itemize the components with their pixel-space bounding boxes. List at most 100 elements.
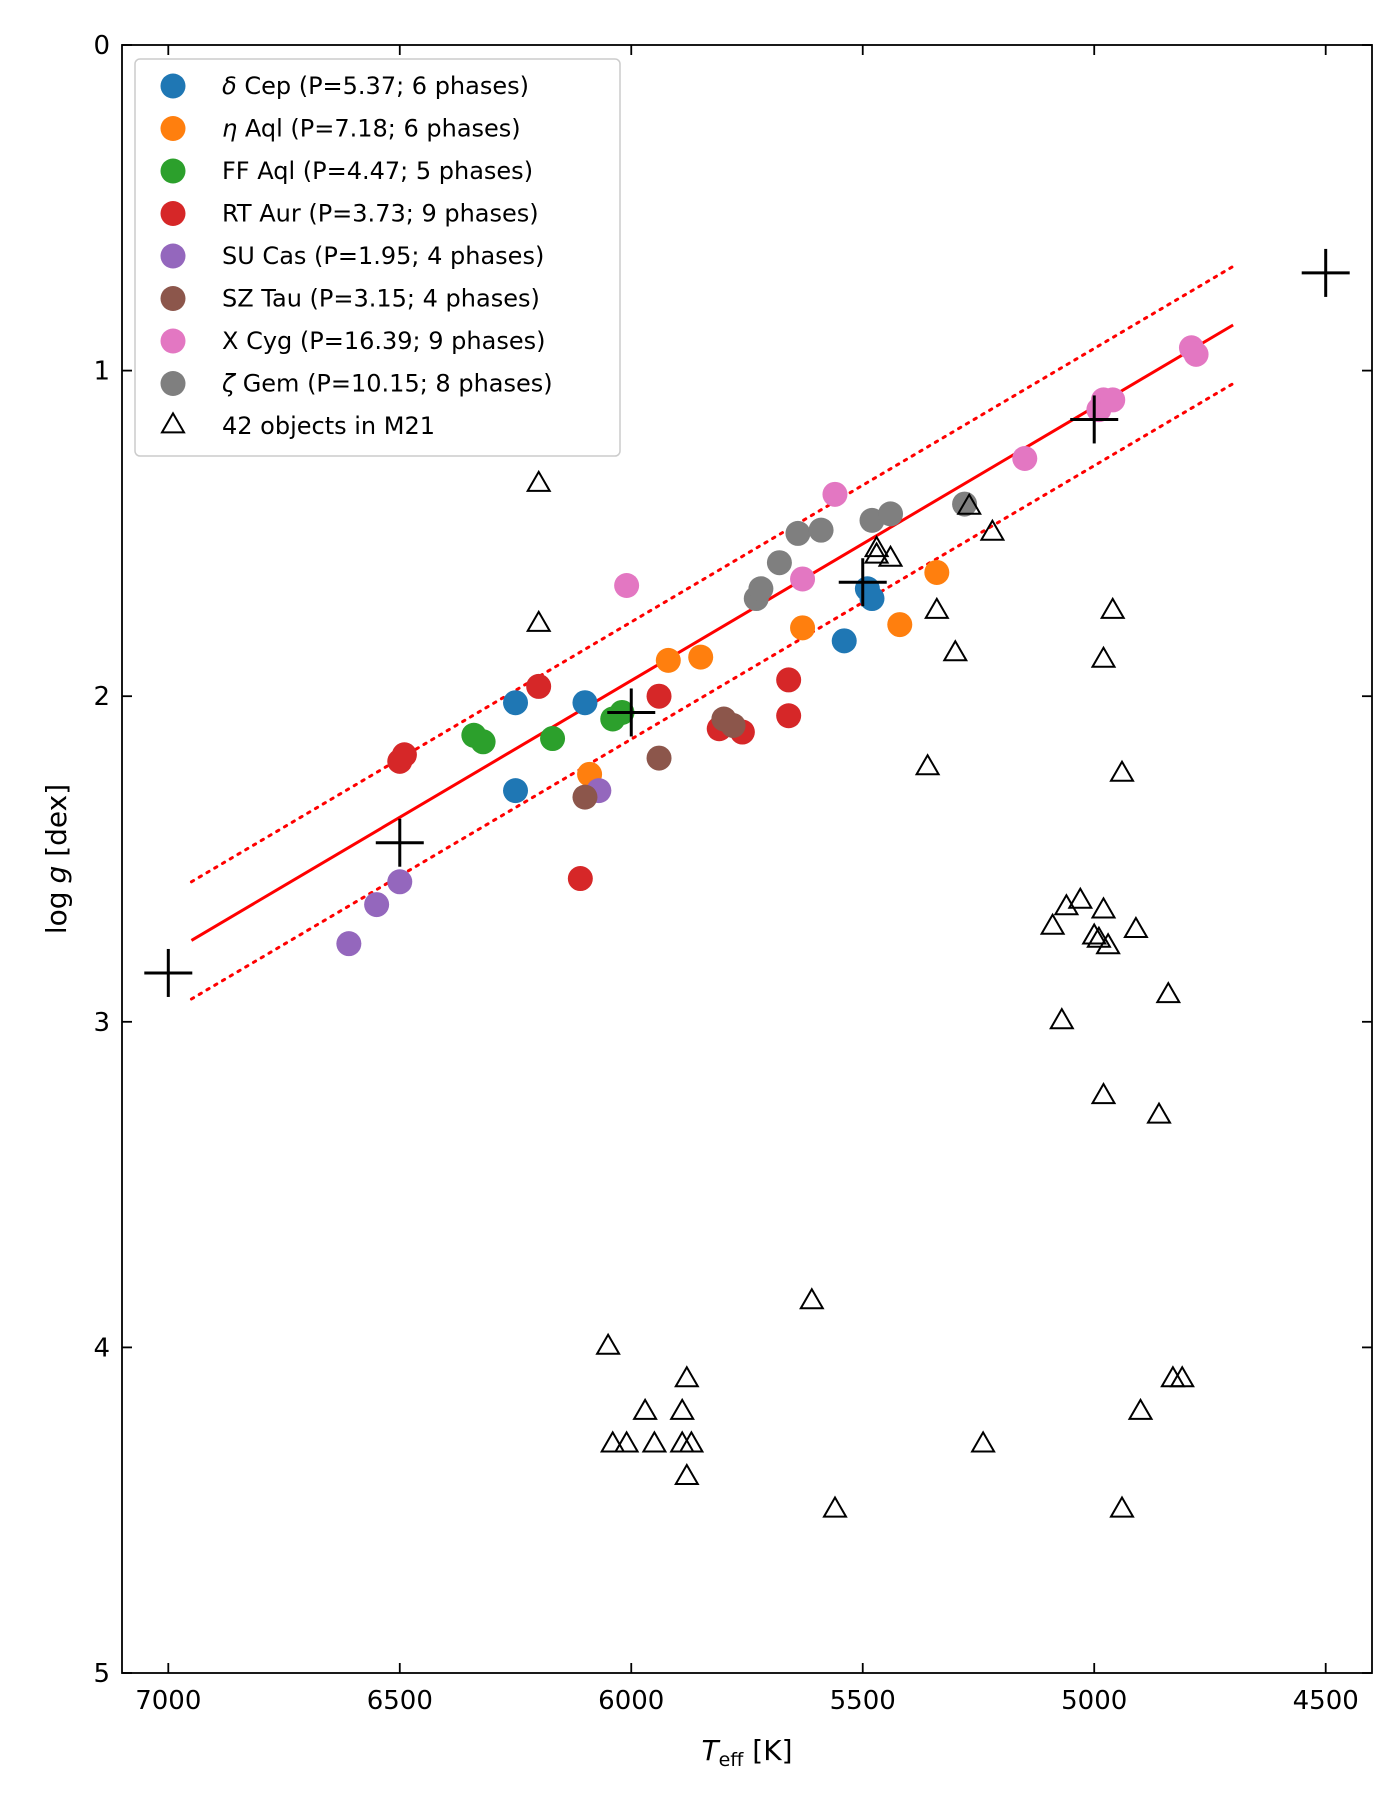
y-tick-label: 4 xyxy=(93,1333,110,1363)
series-4-point xyxy=(387,869,413,895)
m21-object-point xyxy=(1081,922,1107,945)
m21-object-point xyxy=(822,1495,848,1518)
y-axis-label-unit: [dex] xyxy=(40,784,73,866)
series-5-point xyxy=(720,713,746,739)
legend-text: FF Aql (P=4.47; 5 phases) xyxy=(222,157,533,185)
series-3-point xyxy=(526,673,552,699)
legend-label-7: ζ Gem (P=10.15; 8 phases) xyxy=(221,370,553,398)
y-axis-label-g: g xyxy=(40,866,73,884)
legend-text: SU Cas (P=1.95; 4 phases) xyxy=(222,242,544,270)
legend-marker-5 xyxy=(160,286,186,311)
m21-object-point xyxy=(1146,1101,1172,1124)
x-tick-label: 6500 xyxy=(367,1686,433,1716)
y-axis-label-log: log xyxy=(40,891,73,934)
series-6-point xyxy=(614,572,640,598)
grid-cross xyxy=(1070,395,1119,444)
series-6-point xyxy=(1183,341,1209,367)
legend-label-6: X Cyg (P=16.39; 9 phases) xyxy=(222,327,545,355)
m21-object-point xyxy=(914,753,941,776)
series-2-point xyxy=(470,729,496,755)
series-5-point xyxy=(646,745,672,771)
m21-object-point xyxy=(924,596,950,619)
m21-object-point xyxy=(632,1397,658,1420)
plot-frame xyxy=(121,44,1373,1674)
series-7-point xyxy=(766,550,792,576)
m21-object-point xyxy=(956,492,982,515)
m21-object-point xyxy=(525,609,552,632)
m21-object-point xyxy=(799,1287,825,1310)
legend-label-2: FF Aql (P=4.47; 5 phases) xyxy=(222,157,533,185)
m21-object-point xyxy=(979,518,1006,541)
legend-text: Aql (P=7.18; 6 phases) xyxy=(237,115,520,143)
m21-object-point xyxy=(1099,596,1126,619)
y-tick-label: 1 xyxy=(93,357,110,387)
x-tick-label: 5000 xyxy=(1061,1686,1127,1716)
x-tick-label: 6000 xyxy=(598,1686,664,1716)
legend-label-1: η Aql (P=7.18; 6 phases) xyxy=(222,115,521,143)
m21-object-point xyxy=(1109,759,1135,782)
legend-marker-1 xyxy=(160,116,186,141)
legend-text: Cep (P=5.37; 6 phases) xyxy=(237,72,529,100)
legend-text: 42 objects in M21 xyxy=(222,412,435,440)
m21-object-point xyxy=(674,1365,700,1388)
m21-object-point xyxy=(1127,1397,1154,1420)
y-axis-label: log g [dex] xyxy=(40,784,73,934)
grid-cross xyxy=(375,818,424,867)
series-3-point xyxy=(567,866,593,892)
m21-object-point xyxy=(1090,645,1117,668)
m21-object-point xyxy=(525,469,552,492)
legend-text: SZ Tau (P=3.15; 4 phases) xyxy=(222,285,540,313)
legend-label-5: SZ Tau (P=3.15; 4 phases) xyxy=(222,285,540,313)
series-4-point xyxy=(364,892,390,918)
fit-lines xyxy=(189,264,1235,1001)
legend: δ Cep (P=5.37; 6 phases)η Aql (P=7.18; 6… xyxy=(134,58,621,457)
m21-object-point xyxy=(613,1430,640,1453)
grid-cross xyxy=(607,688,656,737)
y-tick-label: 0 xyxy=(93,31,110,61)
series-7-point xyxy=(785,520,811,546)
m21-object-point xyxy=(863,541,890,564)
legend-label-8: 42 objects in M21 xyxy=(222,412,435,440)
m21-object-point xyxy=(1090,896,1117,919)
series-2-point xyxy=(540,726,566,752)
m21-object-point xyxy=(595,1332,621,1355)
m21-object-point xyxy=(1067,886,1094,909)
legend-marker-4 xyxy=(160,243,186,269)
series-1-point xyxy=(655,647,681,673)
series-1-point xyxy=(887,612,913,638)
series-1-point xyxy=(790,615,816,641)
data-points xyxy=(336,335,1209,1518)
m21-object-point xyxy=(942,639,969,662)
m21-object-point xyxy=(1169,1365,1195,1388)
x-axis-label-sub: eff xyxy=(719,1749,745,1771)
series-6-point xyxy=(790,566,816,592)
m21-object-point xyxy=(669,1397,695,1420)
series-7-point xyxy=(878,501,904,527)
x-axis-label: Teff [K] xyxy=(702,1734,793,1771)
series-6-point xyxy=(822,481,848,507)
m21-object-point xyxy=(863,534,890,558)
series-6-point xyxy=(1100,387,1126,413)
m21-object-point xyxy=(1123,916,1149,938)
legend-symbol: ζ xyxy=(221,370,237,398)
legend-marker-7 xyxy=(160,371,186,396)
m21-object-point xyxy=(1090,1081,1117,1105)
x-tick-label: 7000 xyxy=(135,1686,201,1716)
series-1-point xyxy=(688,644,714,670)
m21-object-point xyxy=(1086,925,1112,948)
series-5-point xyxy=(572,784,598,810)
series-1-point xyxy=(924,559,950,585)
x-tick-label: 4500 xyxy=(1293,1686,1359,1716)
series-0-point xyxy=(572,690,598,716)
legend-label-3: RT Aur (P=3.73; 9 phases) xyxy=(222,200,539,228)
m21-object-point xyxy=(678,1430,705,1453)
lower-bound-line xyxy=(189,382,1235,1001)
upper-bound-line xyxy=(189,264,1235,884)
series-0-point xyxy=(503,690,529,716)
legend-marker-m21 xyxy=(160,411,186,434)
m21-object-point xyxy=(970,1430,996,1453)
legend-marker-2 xyxy=(160,158,186,184)
grid-cross xyxy=(838,558,887,607)
m21-object-point xyxy=(1095,932,1121,955)
x-axis-label-unit: [K] xyxy=(743,1734,792,1767)
